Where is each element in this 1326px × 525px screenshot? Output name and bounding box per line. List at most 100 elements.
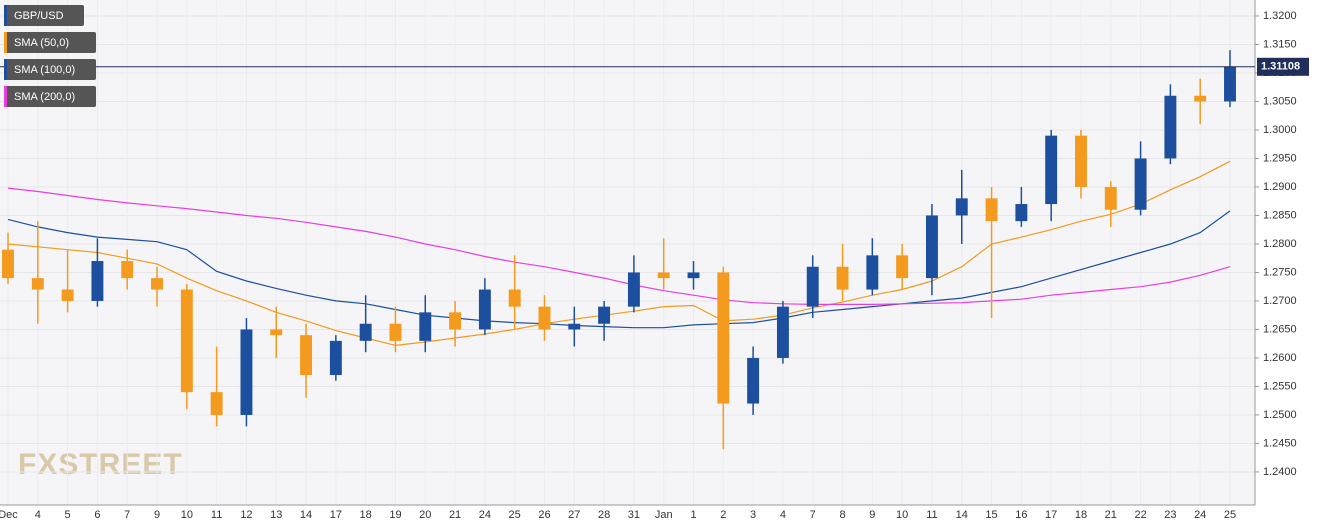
candle-body [1015, 204, 1028, 222]
x-tick-label: 6 [94, 509, 100, 521]
x-tick-label: 25 [509, 509, 521, 521]
y-tick-label: 1.3150 [1263, 38, 1297, 50]
candle-body [508, 289, 521, 307]
x-tick-label: 4 [780, 509, 786, 521]
x-tick-label: 18 [360, 509, 372, 521]
x-tick-label: 16 [1015, 509, 1027, 521]
x-tick-label: 19 [389, 509, 401, 521]
x-tick-label: 17 [330, 509, 342, 521]
x-tick-label: 9 [869, 509, 875, 521]
candle-body [1194, 95, 1207, 102]
candle-body [2, 249, 14, 279]
legend-box [4, 5, 84, 26]
plot-background [0, 0, 1255, 505]
y-tick-label: 1.2900 [1263, 181, 1297, 193]
x-tick-label: 25 [1224, 509, 1236, 521]
candle-body [449, 312, 462, 330]
candle-body [896, 255, 909, 279]
x-tick-label: 17 [1045, 509, 1057, 521]
candle-body [240, 329, 253, 415]
x-tick-label: 22 [1134, 509, 1146, 521]
x-tick-label: 13 [270, 509, 282, 521]
x-tick-label: 31 [628, 509, 640, 521]
candle-body [717, 272, 730, 404]
candle-body [329, 340, 342, 376]
price-label: 1.31108 [1261, 61, 1300, 73]
candle-body [1134, 158, 1147, 210]
legend-box [4, 32, 96, 53]
legend-label: SMA (50,0) [14, 37, 69, 49]
x-tick-label: 10 [181, 509, 193, 521]
x-tick-label: 24 [1194, 509, 1206, 521]
x-tick-label: 18 [1075, 509, 1087, 521]
candle-body [925, 215, 938, 279]
candle-body [31, 278, 44, 290]
candle-body [359, 323, 372, 341]
y-tick-label: 1.2950 [1263, 152, 1297, 164]
candle-body [270, 329, 283, 336]
y-tick-label: 1.3200 [1263, 10, 1297, 22]
x-tick-label: 1 [690, 509, 696, 521]
candle-body [121, 261, 134, 279]
x-tick-label: 24 [479, 509, 491, 521]
candle-body [61, 289, 74, 301]
candle-body [180, 289, 193, 393]
y-tick-label: 1.2700 [1263, 295, 1297, 307]
x-tick-label: 15 [985, 509, 997, 521]
x-tick-label: 21 [1105, 509, 1117, 521]
y-tick-label: 1.2750 [1263, 266, 1297, 278]
x-tick-label: 20 [419, 509, 431, 521]
candle-body [598, 306, 611, 324]
candle-body [1104, 186, 1117, 210]
candle-body [776, 306, 789, 358]
candle-body [91, 261, 104, 301]
y-tick-label: 1.2800 [1263, 238, 1297, 250]
y-tick-label: 1.2550 [1263, 380, 1297, 392]
watermark: FXSTREET [18, 448, 183, 481]
legend-box [4, 59, 96, 80]
candle-body [985, 198, 998, 222]
x-tick-label: 2 [720, 509, 726, 521]
x-tick-label: Dec [0, 509, 18, 521]
x-tick-label: 12 [240, 509, 252, 521]
candle-body [1224, 66, 1236, 102]
candle-body [538, 306, 551, 330]
legend-label: SMA (100,0) [14, 64, 75, 76]
sma-line [7, 160, 1231, 347]
x-tick-label: 8 [839, 509, 845, 521]
legend-label: SMA (200,0) [14, 91, 75, 103]
legend-box [4, 86, 96, 107]
y-tick-label: 1.2500 [1263, 409, 1297, 421]
x-tick-label: 10 [896, 509, 908, 521]
candle-body [866, 255, 879, 290]
candle-body [1075, 135, 1087, 187]
candle-body [1164, 95, 1177, 159]
x-tick-label: 21 [449, 509, 461, 521]
candle-body [627, 272, 640, 307]
candle-body [210, 392, 223, 415]
candle-body [389, 323, 402, 341]
x-tick-label: 5 [65, 509, 71, 521]
y-tick-label: 1.3050 [1263, 95, 1297, 107]
x-tick-label: 11 [926, 509, 937, 521]
x-tick-label: 23 [1164, 509, 1176, 521]
candle-body [955, 198, 968, 216]
x-tick-label: 26 [538, 509, 550, 521]
x-tick-label: 27 [568, 509, 580, 521]
legend-label: GBP/USD [14, 10, 64, 22]
candle-body [687, 272, 700, 279]
y-tick-label: 1.2600 [1263, 352, 1297, 364]
x-tick-label: 14 [956, 509, 968, 521]
legend-swatch [4, 32, 7, 53]
candle-body [478, 289, 491, 330]
x-tick-label: 11 [211, 509, 222, 521]
y-tick-label: 1.2400 [1263, 466, 1297, 478]
candle-body [1045, 135, 1058, 205]
y-tick-label: 1.2850 [1263, 209, 1297, 221]
candle-body [747, 357, 760, 404]
x-tick-label: 14 [300, 509, 312, 521]
x-tick-label: 7 [124, 509, 130, 521]
candle-body [568, 323, 581, 330]
x-tick-label: 3 [750, 509, 756, 521]
